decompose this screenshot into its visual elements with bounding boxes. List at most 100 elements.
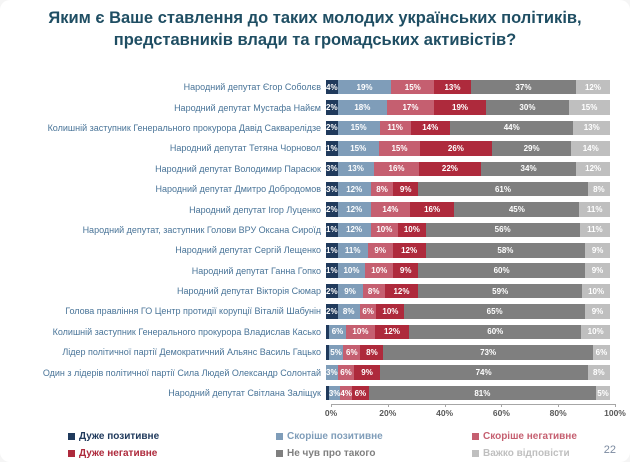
bar-segment: 29% [491, 141, 572, 156]
bar-segment: 12% [576, 161, 611, 176]
bar-segment: 12% [384, 283, 419, 299]
bar-segment: 15% [568, 100, 610, 115]
legend-swatch-icon [68, 433, 75, 440]
bar-segment: 1% [326, 243, 338, 258]
legend-swatch-icon [276, 450, 283, 457]
chart-row: Народний депутат, заступник Голови ВРУ О… [0, 220, 630, 240]
bar-segment: 12% [575, 79, 610, 95]
bar-segment: 8% [337, 304, 360, 319]
chart-row: Народний депутат Мустафа Найєм 2% 18% 17% 19… [0, 97, 630, 117]
bar-segment: 16% [374, 161, 420, 176]
legend-swatch-icon [472, 450, 479, 457]
stacked-bar: 1% 12% 10% 10% 56% 11% [326, 222, 610, 238]
legend-label: Дуже позитивне [79, 431, 160, 442]
bar-segment: 1% [326, 222, 338, 238]
bar-segment: 9% [337, 283, 363, 299]
chart-row: Лідер політичної партії Демократичний Ал… [0, 342, 630, 362]
bar-segment: 81% [368, 385, 596, 401]
bar-segment: 6% [592, 345, 611, 360]
chart-row: Народний депутат Світлана Заліщук 3% 4% 6% 8… [0, 383, 630, 403]
axis-tick [615, 404, 616, 407]
chart-row: Колишній заступник Генерального прокурор… [0, 322, 630, 342]
axis-tick [558, 404, 560, 407]
bar-segment: 58% [425, 243, 586, 258]
bar-chart: Народний депутат Єгор Соболєв 4% 19% 15% 13%… [0, 77, 630, 403]
category-label: Народний депутат Дмитро Добродомов [155, 184, 321, 195]
bar-segment: 9% [354, 365, 380, 380]
stacked-bar: 1% 10% 10% 9% 60% 9% [326, 263, 610, 278]
x-axis: 0% 20% 40% 60% 80% 100% [325, 404, 626, 420]
category-label: Народний депутат Вікторія Сюмар [177, 286, 321, 297]
bar-segment: 4% [340, 385, 352, 401]
legend-item: Скоріше позитивне [276, 431, 383, 442]
category-label: Народний депутат Ігор Луценко [189, 204, 321, 215]
chart-row: Народний депутат Ігор Луценко 2% 12% 14% 16%… [0, 199, 630, 219]
axis-tick-label: 40% [436, 408, 454, 418]
category-label: Народний депутат Володимир Парасюк [155, 163, 321, 174]
bar-segment: 5% [328, 345, 344, 360]
stacked-bar: 3% 6% 9% 74% 8% [326, 365, 611, 380]
chart-row: Народний депутат Ганна Гопко 1% 10% 10% 9% 60… [0, 261, 630, 281]
stacked-bar: 3% 4% 6% 81% 5% [326, 385, 611, 401]
bar-segment: 2% [326, 283, 338, 299]
bar-segment: 13% [337, 161, 375, 176]
category-label: Народний депутат Мустафа Найєм [174, 102, 321, 113]
stacked-bar: 3% 12% 8% 9% 61% 8% [326, 181, 610, 197]
chart-row: Народний депутат Тетяна Чорновол 1% 15% 15%… [0, 138, 630, 158]
bar-segment: 12% [337, 222, 371, 238]
axis-tick [501, 404, 503, 407]
category-label: Народний депутат Єгор Соболєв [183, 82, 321, 93]
bar-segment: 34% [480, 161, 577, 176]
bar-segment: 26% [420, 141, 492, 156]
axis-tick [444, 404, 446, 407]
bar-segment: 2% [326, 120, 338, 136]
category-label: Голова правління ГО Центр протидії коруп… [65, 306, 321, 317]
stacked-bar: 4% 19% 15% 13% 37% 12% [326, 79, 610, 95]
chart-row: Народний депутат Сергій Лещенко 1% 11% 9% 12… [0, 240, 630, 260]
bar-segment: 5% [595, 385, 611, 401]
bar-segment: 2% [326, 202, 338, 217]
bar-segment: 6% [337, 365, 355, 380]
bar-segment: 15% [337, 141, 379, 156]
bar-segment: 9% [367, 243, 393, 258]
bar-segment [326, 345, 329, 360]
bar-segment: 14% [410, 120, 450, 136]
chart-row: Народний депутат Дмитро Добродомов 3% 12% 8… [0, 179, 630, 199]
category-label: Один з лідерів політичної партії Сила Лю… [42, 367, 321, 378]
axis-tick [387, 404, 389, 407]
category-label: Колишній заступник Генерального прокурор… [52, 326, 321, 337]
bar-segment: 10% [346, 324, 375, 340]
bar-segment: 11% [579, 222, 610, 238]
bar-segment: 3% [326, 181, 338, 197]
bar-segment: 45% [454, 202, 580, 217]
bar-segment [326, 324, 329, 340]
chart-row: Голова правління ГО Центр протидії коруп… [0, 301, 630, 321]
category-label: Лідер політичної партії Демократичний Ал… [62, 347, 321, 358]
page-number: 22 [603, 444, 616, 456]
bar-segment: 13% [573, 120, 610, 136]
bar-segment: 2% [326, 100, 338, 115]
bar-segment: 61% [418, 181, 588, 197]
legend-item: Дуже негативне [68, 448, 157, 459]
bar-segment: 14% [571, 141, 611, 156]
chart-row: Один з лідерів політичної партії Сила Лю… [0, 362, 630, 382]
legend-label: Скоріше негативне [483, 431, 577, 442]
bar-segment: 1% [326, 263, 338, 278]
bar-segment: 56% [425, 222, 580, 238]
category-label: Колишній заступник Генерального прокурор… [47, 122, 321, 133]
bar-segment: 19% [433, 100, 487, 115]
bar-segment: 6% [359, 304, 377, 319]
bar-segment: 13% [434, 79, 471, 95]
bar-segment: 73% [383, 345, 593, 360]
bar-segment: 10% [581, 324, 611, 340]
chart-row: Народний депутат Єгор Соболєв 4% 19% 15% 13%… [0, 77, 630, 97]
category-label: Народний депутат Ганна Гопко [191, 265, 321, 276]
legend-item: Не чув про такого [276, 448, 375, 459]
bar-segment: 12% [337, 181, 371, 197]
bar-segment: 65% [404, 304, 585, 319]
stacked-bar: 2% 18% 17% 19% 30% 15% [326, 100, 610, 115]
axis-tick-label: 80% [549, 408, 567, 418]
bar-segment: 22% [419, 161, 481, 176]
category-label: Народний депутат, заступник Голови ВРУ О… [82, 224, 321, 235]
bar-segment: 44% [449, 120, 574, 136]
